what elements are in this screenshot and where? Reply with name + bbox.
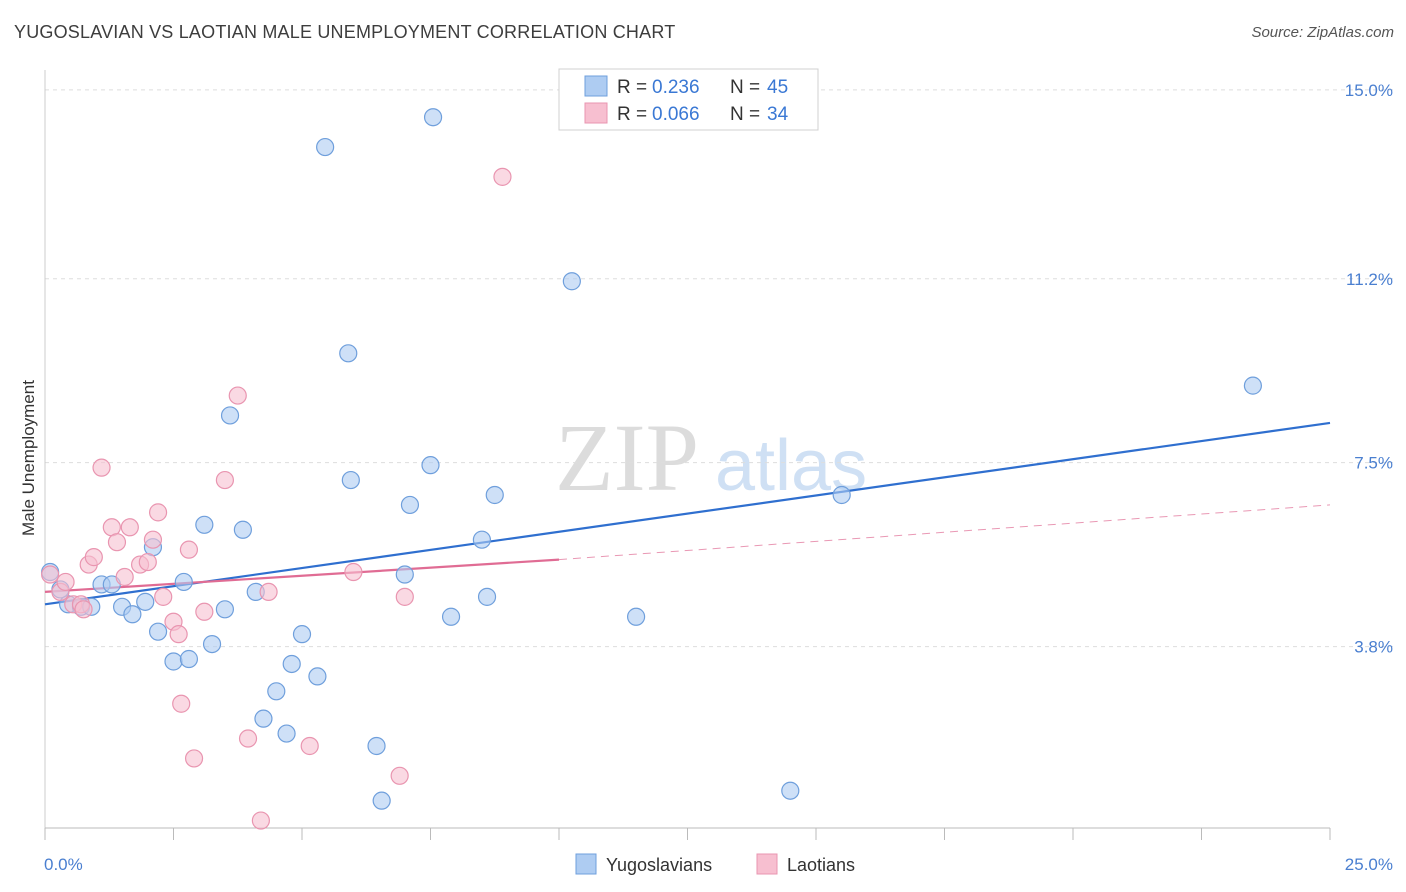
yugoslavian-trend-line [44, 421, 1331, 606]
legend-r-label: R = [617, 104, 647, 125]
trend-lines [44, 421, 1331, 606]
laotian-point [120, 518, 139, 537]
laotian-point [172, 694, 191, 713]
legend-n-label: N = [730, 104, 760, 125]
chart-title: YUGOSLAVIAN VS LAOTIAN MALE UNEMPLOYMENT… [14, 22, 676, 42]
yugoslavian-point [441, 607, 461, 626]
laotian-point [195, 602, 214, 621]
bottom-legend-swatch-blue [575, 853, 597, 875]
laotian-point [74, 600, 93, 619]
laotian-point [56, 572, 75, 592]
yugoslavian-point [421, 456, 440, 475]
yugoslavian-point [123, 605, 142, 624]
laotian-point [344, 562, 363, 582]
bottom-legend-laotians: Laotians [787, 855, 855, 875]
yugoslavian-point [179, 649, 199, 669]
laotian-point [238, 729, 258, 748]
legend: R = 0.236 N = 45 R = 0.066 N = 34 [558, 68, 819, 131]
laotian-point [154, 587, 173, 606]
data-points [41, 108, 1263, 830]
y-axis-label: Male Unemployment [19, 380, 38, 536]
laotian-point [300, 736, 319, 756]
yugoslavian-point [277, 724, 296, 743]
laotian-point [215, 470, 234, 490]
bottom-legend: Yugoslavians Laotians [575, 853, 855, 875]
laotian-point [92, 458, 111, 477]
yugoslavian-point [148, 622, 168, 641]
yugoslavian-point [220, 406, 240, 425]
laotian-point [41, 565, 60, 584]
yugoslavian-point [308, 667, 327, 686]
yugoslavian-point [1243, 376, 1263, 395]
yugoslavian-point [267, 682, 286, 701]
watermark-zip: ZIP [555, 404, 699, 511]
y-tick-label: 7.5% [1354, 454, 1393, 473]
laotian-point [143, 530, 163, 549]
y-tick-label: 3.8% [1354, 638, 1393, 657]
legend-swatch-blue [584, 75, 608, 97]
laotian-point [390, 766, 409, 785]
laotian-point [169, 625, 188, 644]
laotian-point [107, 533, 127, 552]
yugoslavian-point [423, 108, 443, 127]
yugoslavian-point [400, 495, 420, 515]
yugoslavian-point [485, 485, 504, 505]
y-tick-labels: 3.8% 7.5% 11.2% 15.0% [1345, 81, 1393, 657]
laotian-point [84, 548, 103, 567]
yugoslavian-point [341, 470, 360, 490]
y-tick-label: 11.2% [1346, 270, 1393, 289]
legend-n-value: 45 [767, 77, 788, 98]
x-tick-label: 0.0% [44, 855, 83, 874]
laotian-point [148, 503, 168, 522]
yugoslavian-point [195, 515, 214, 534]
yugoslavian-point [233, 520, 252, 539]
legend-swatch-pink [584, 102, 608, 124]
laotian-point [115, 567, 134, 587]
gridlines [45, 89, 1393, 648]
yugoslavian-point [164, 652, 183, 671]
yugoslavian-point [215, 600, 234, 619]
laotian-point [395, 587, 414, 606]
laotian-trend-extension [558, 504, 1331, 561]
laotian-point [259, 582, 278, 602]
laotian-point [228, 386, 247, 405]
laotian-point [251, 811, 270, 830]
yugoslavian-point [282, 654, 301, 674]
bottom-legend-yugoslavians: Yugoslavians [606, 855, 712, 875]
yugoslavian-point [372, 791, 391, 810]
x-tick-label: 25.0% [1345, 855, 1393, 874]
laotian-trend-line [44, 558, 560, 593]
yugoslavian-point [472, 530, 491, 549]
laotian-point [138, 552, 157, 572]
yugoslavian-point [562, 272, 581, 291]
yugoslavian-point [202, 634, 222, 654]
y-tick-label: 15.0% [1345, 81, 1393, 100]
yugoslavian-point [367, 736, 386, 756]
yugoslavian-point [136, 592, 155, 611]
yugoslavian-point [174, 572, 193, 592]
yugoslavian-point [292, 625, 312, 644]
x-tick-labels: 0.0% 25.0% [44, 855, 1393, 874]
laotian-point [179, 540, 199, 559]
legend-r-label: R = [617, 77, 647, 98]
legend-r-value: 0.066 [652, 104, 700, 125]
yugoslavian-point [626, 607, 646, 626]
watermark: ZIP atlas [555, 404, 867, 511]
laotian-point [493, 167, 512, 186]
laotian-point [184, 749, 204, 768]
bottom-legend-swatch-pink [756, 853, 778, 875]
legend-r-value: 0.236 [652, 77, 700, 98]
source-label: Source: ZipAtlas.com [1251, 24, 1394, 41]
legend-n-value: 34 [767, 104, 789, 125]
yugoslavian-point [316, 137, 335, 157]
yugoslavian-point [395, 565, 414, 584]
yugoslavian-point [254, 709, 273, 728]
legend-n-label: N = [730, 77, 760, 98]
yugoslavian-point [832, 485, 851, 505]
yugoslavian-point [477, 587, 497, 606]
yugoslavian-point [339, 344, 358, 363]
yugoslavian-point [781, 781, 800, 800]
